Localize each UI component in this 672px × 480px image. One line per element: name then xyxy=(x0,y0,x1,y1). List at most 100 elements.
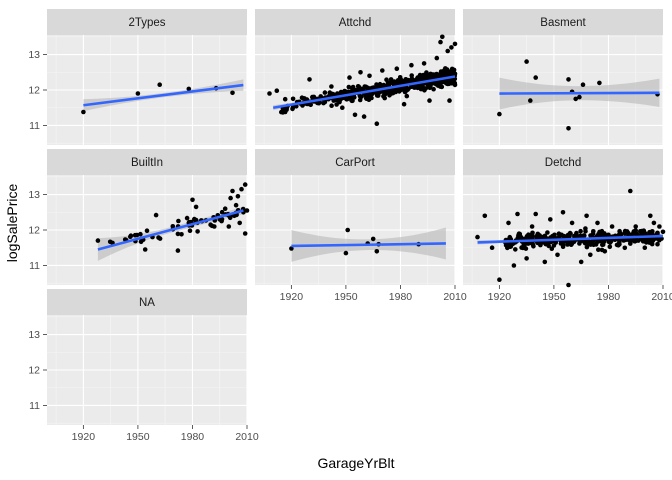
data-point xyxy=(630,238,636,243)
data-point xyxy=(380,83,386,88)
data-point xyxy=(588,252,593,258)
data-point xyxy=(569,220,575,226)
data-point xyxy=(449,45,454,50)
data-point xyxy=(190,197,195,203)
data-point xyxy=(616,243,621,248)
data-point xyxy=(175,248,181,253)
data-point xyxy=(222,206,228,211)
data-point xyxy=(552,232,557,238)
data-point xyxy=(366,85,371,91)
data-point xyxy=(367,73,372,79)
data-point xyxy=(434,55,440,61)
data-point xyxy=(421,74,427,79)
data-point xyxy=(153,212,159,218)
facet-label: BuiltIn xyxy=(131,157,163,169)
y-tick-label: 13 xyxy=(28,49,40,61)
data-point xyxy=(617,228,622,234)
x-tick-label: 1980 xyxy=(597,291,621,303)
data-point xyxy=(359,86,365,92)
data-point xyxy=(409,73,415,78)
data-point xyxy=(599,247,605,253)
data-point xyxy=(519,245,524,250)
data-point xyxy=(184,215,190,221)
data-point xyxy=(415,75,421,80)
data-point xyxy=(452,41,458,47)
data-point xyxy=(443,81,449,86)
data-point xyxy=(331,92,337,97)
data-point xyxy=(593,242,599,247)
data-point xyxy=(144,228,150,233)
facet-basment: Basment xyxy=(463,9,664,145)
x-tick-label: 1950 xyxy=(334,291,358,303)
data-point xyxy=(233,202,239,208)
data-point xyxy=(582,233,587,238)
data-point xyxy=(578,259,584,265)
data-point xyxy=(655,241,660,247)
data-point xyxy=(219,218,224,224)
data-point xyxy=(81,109,86,115)
data-point xyxy=(529,224,535,229)
facet-2types: 2Types 11 12 13 xyxy=(28,9,248,145)
data-point xyxy=(533,75,538,80)
data-point xyxy=(583,226,588,231)
x-tick-label: 2010 xyxy=(651,291,672,303)
data-point xyxy=(660,229,666,235)
data-point xyxy=(513,247,518,252)
data-point xyxy=(230,90,235,96)
facet-strip xyxy=(463,149,663,175)
data-point xyxy=(350,98,355,104)
data-point xyxy=(423,86,429,91)
x-tick-label: 1920 xyxy=(72,431,96,443)
y-tick-label: 12 xyxy=(28,365,40,377)
data-point xyxy=(597,229,602,235)
x-tick-label: 1980 xyxy=(389,291,413,303)
data-point xyxy=(524,256,529,261)
facet-label: NA xyxy=(139,297,155,309)
data-point xyxy=(650,238,656,243)
x-tick-label: 1950 xyxy=(126,431,150,443)
facet-label: 2Types xyxy=(128,17,165,29)
y-tick-label: 12 xyxy=(28,85,40,97)
data-point xyxy=(242,182,248,187)
data-point xyxy=(651,220,657,226)
fit-line xyxy=(97,209,244,251)
data-point xyxy=(340,105,345,110)
data-point xyxy=(573,232,579,238)
data-point xyxy=(404,86,410,91)
data-point xyxy=(361,114,367,119)
data-point xyxy=(527,233,532,238)
data-point xyxy=(393,89,398,94)
data-point xyxy=(578,228,583,234)
data-point xyxy=(142,247,148,252)
facet-strip xyxy=(47,9,247,35)
facet-label: Basment xyxy=(540,17,586,29)
data-point xyxy=(524,59,529,64)
data-point xyxy=(452,82,458,88)
data-point xyxy=(352,88,357,94)
facet-strip xyxy=(255,149,455,175)
data-point xyxy=(443,66,448,71)
data-point xyxy=(649,241,655,247)
facet-attchd: Attchd xyxy=(255,9,458,145)
y-tick-label: 11 xyxy=(29,120,40,132)
y-tick-label: 13 xyxy=(28,329,40,341)
data-point xyxy=(607,244,613,250)
y-tick-label: 11 xyxy=(29,260,40,272)
data-point xyxy=(380,68,385,73)
data-point xyxy=(482,213,488,219)
data-point xyxy=(533,211,538,217)
data-point xyxy=(358,70,363,75)
data-point xyxy=(364,95,369,101)
fit-line xyxy=(83,83,244,107)
data-point xyxy=(566,282,571,288)
data-point xyxy=(228,195,233,201)
data-point xyxy=(424,70,429,75)
data-point xyxy=(394,66,400,71)
data-point xyxy=(628,188,633,194)
data-point xyxy=(352,112,358,118)
facet-strip xyxy=(463,9,663,35)
facet-carport: CarPort 1920 1950 1980 2010 xyxy=(255,149,467,303)
data-point xyxy=(427,85,433,91)
data-point xyxy=(633,224,638,229)
data-point xyxy=(244,208,250,213)
